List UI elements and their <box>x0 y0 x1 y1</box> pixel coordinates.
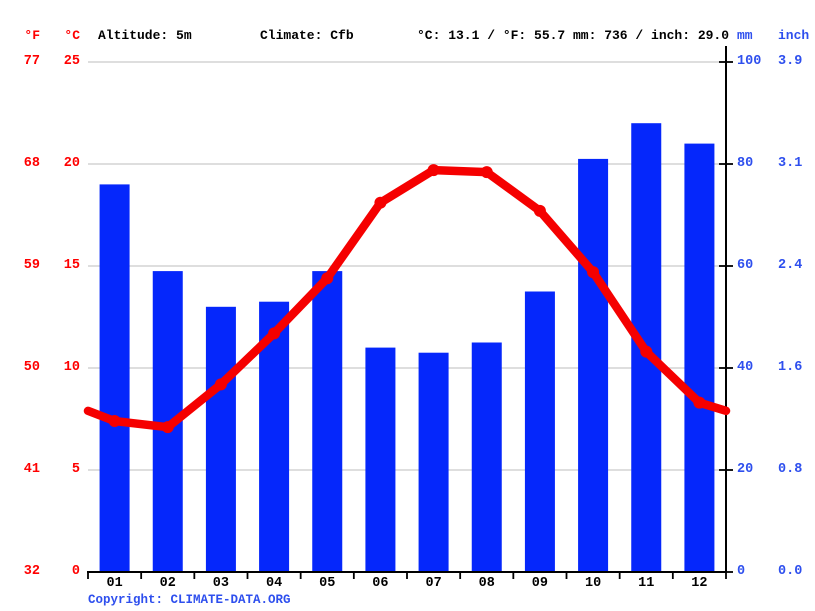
right-axis-mm-tick-20: 20 <box>737 462 754 477</box>
left-axis-f-tick-59: 59 <box>23 258 40 273</box>
temperature-line <box>83 165 731 432</box>
left-axis-f-tick-32: 32 <box>23 564 40 579</box>
precip-bar-01 <box>99 184 130 572</box>
temp-point-05 <box>321 272 334 285</box>
copyright: Copyright: CLIMATE-DATA.ORG <box>88 593 291 608</box>
mm-axis-title: mm <box>737 28 753 43</box>
temp-point-08 <box>480 166 493 179</box>
temp-point-10 <box>587 266 600 279</box>
left-axis-f-tick-68: 68 <box>23 156 40 171</box>
f-axis-title: °F <box>24 28 40 43</box>
right-axis-inch-tick-2.4: 2.4 <box>778 258 803 273</box>
precip-bar-08 <box>471 342 502 572</box>
right-axis-inch-tick-3.1: 3.1 <box>778 156 803 171</box>
month-label-04: 04 <box>265 576 283 591</box>
right-axis-mm-tick-100: 100 <box>737 54 762 69</box>
left-axis-c-tick-5: 5 <box>71 462 80 477</box>
month-label-08: 08 <box>478 576 495 591</box>
right-axis-mm-tick-40: 40 <box>737 360 754 375</box>
left-axis-c-tick-10: 10 <box>63 360 80 375</box>
c-axis-title: °C <box>64 28 80 43</box>
precip-bar-12 <box>684 143 715 572</box>
left-axis-c-tick-25: 25 <box>63 54 80 69</box>
temp-point-04 <box>268 327 281 340</box>
month-label-06: 06 <box>372 576 389 591</box>
precip-bar-03 <box>205 306 236 572</box>
temp-point-06 <box>374 196 387 209</box>
month-label-10: 10 <box>584 576 602 591</box>
month-label-07: 07 <box>425 576 442 591</box>
month-label-09: 09 <box>531 576 548 591</box>
left-axis-f-tick-50: 50 <box>23 360 40 375</box>
left-axis-f-tick-77: 77 <box>23 54 40 69</box>
temp-point-12 <box>693 396 706 409</box>
month-label-03: 03 <box>212 576 229 591</box>
copyright-link[interactable]: CLIMATE-DATA.ORG <box>170 593 291 607</box>
right-axis-mm-tick-80: 80 <box>737 156 754 171</box>
left-axis-c-tick-0: 0 <box>71 564 80 579</box>
copyright-label: Copyright: <box>88 593 171 607</box>
temp-point-03 <box>214 378 227 391</box>
right-axis-inch-tick-1.6: 1.6 <box>778 360 803 375</box>
month-label-02: 02 <box>159 576 176 591</box>
precipitation-summary: mm: 736 / inch: 29.0 <box>573 28 730 43</box>
inch-axis-title: inch <box>778 28 810 43</box>
temp-point-07 <box>427 164 440 177</box>
altitude-label: Altitude: 5m <box>98 28 192 43</box>
precip-bar-07 <box>418 352 449 572</box>
temp-point-01 <box>108 415 121 428</box>
precip-bar-06 <box>365 347 396 572</box>
precip-bar-09 <box>524 291 555 572</box>
left-axis-c-tick-15: 15 <box>63 258 80 273</box>
month-label-12: 12 <box>691 576 708 591</box>
climate-label: Climate: Cfb <box>260 28 354 43</box>
left-axis-c-tick-20: 20 <box>63 156 80 171</box>
right-axis-mm-tick-0: 0 <box>737 564 746 579</box>
temperature-summary: °C: 13.1 / °F: 55.7 <box>417 28 566 43</box>
precip-bar-05 <box>312 271 343 572</box>
temp-point-02 <box>161 421 174 434</box>
right-axis-mm-tick-60: 60 <box>737 258 754 273</box>
right-axis-inch-tick-0.0: 0.0 <box>778 564 803 579</box>
month-label-11: 11 <box>638 576 655 591</box>
temp-point-09 <box>533 204 546 217</box>
month-label-05: 05 <box>319 576 336 591</box>
precip-bar-10 <box>578 158 609 572</box>
left-axis-f-tick-41: 41 <box>23 462 40 477</box>
right-axis-inch-tick-3.9: 3.9 <box>778 54 803 69</box>
month-label-01: 01 <box>106 576 123 591</box>
temp-point-11 <box>640 345 653 358</box>
right-axis-inch-tick-0.8: 0.8 <box>778 462 803 477</box>
